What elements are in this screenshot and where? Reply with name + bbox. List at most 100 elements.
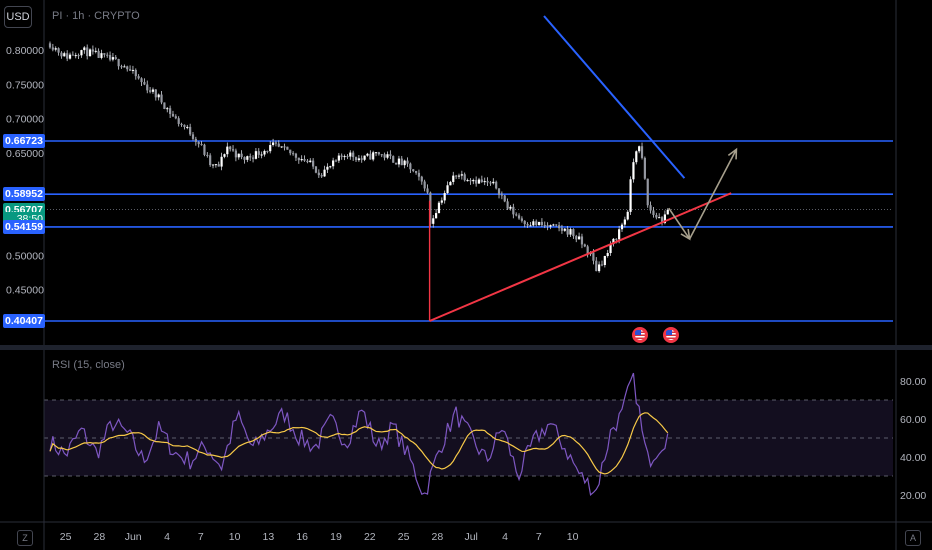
candle [389, 150, 392, 160]
candle [346, 154, 349, 160]
candle [229, 145, 232, 152]
candle [443, 190, 446, 204]
rsi-tick-label: 20.00 [900, 490, 926, 502]
candle [143, 78, 146, 86]
currency-button[interactable]: USD [4, 6, 32, 28]
candle [123, 64, 126, 68]
candle [80, 49, 83, 58]
candle [66, 50, 69, 62]
candle [337, 153, 340, 163]
candle [343, 154, 346, 161]
candle [177, 116, 180, 127]
candle [297, 157, 300, 164]
candle [94, 47, 97, 54]
candle [74, 52, 77, 59]
candle [246, 155, 249, 163]
rsi-tick-label: 60.00 [900, 414, 926, 426]
candle [63, 51, 66, 57]
candle [71, 51, 74, 56]
candle [515, 212, 518, 217]
candle [483, 177, 486, 186]
candle [234, 148, 237, 162]
candle [535, 219, 538, 227]
candle [126, 65, 129, 72]
candle [546, 222, 549, 231]
us-flag-event-icon[interactable] [632, 327, 649, 343]
candle [323, 165, 326, 177]
candle [537, 221, 541, 226]
candle [512, 203, 515, 219]
candle [380, 153, 383, 158]
candle [160, 91, 163, 105]
candle [475, 176, 478, 187]
time-tick-label: Jul [464, 531, 477, 543]
candle [277, 140, 280, 148]
candle [480, 175, 483, 183]
candle [48, 41, 52, 49]
candle [54, 46, 57, 52]
candle [635, 150, 638, 165]
us-flag-event-icon[interactable] [663, 327, 680, 343]
candle [383, 152, 386, 161]
candle [432, 214, 435, 228]
price-tick-label: 0.45000 [6, 285, 44, 297]
candle [489, 180, 492, 186]
candle [68, 52, 72, 60]
candle [552, 223, 555, 227]
candle [526, 222, 529, 228]
candle [420, 175, 423, 185]
candle [254, 148, 258, 160]
candle [274, 140, 278, 147]
auto-scale-button[interactable]: A [905, 530, 921, 546]
candle [666, 208, 669, 215]
candle [360, 155, 363, 163]
candle [60, 51, 63, 59]
candle [194, 136, 197, 146]
time-tick-label: 4 [164, 531, 170, 543]
candle [586, 244, 589, 258]
candle [209, 153, 212, 167]
candle [643, 156, 646, 180]
candle [171, 110, 175, 117]
candle [540, 218, 544, 227]
candle [455, 174, 458, 180]
candle [329, 165, 332, 169]
candle [560, 224, 564, 234]
candle [169, 105, 172, 118]
candle [452, 171, 455, 185]
time-tick-label: 25 [60, 531, 72, 543]
candle [423, 179, 426, 192]
candle [572, 228, 575, 239]
candle [557, 221, 561, 232]
time-tick-label: Jun [125, 531, 142, 543]
candle [638, 145, 641, 154]
rising-support-trendline [429, 192, 732, 322]
candle [426, 184, 429, 194]
candle [197, 141, 200, 148]
rsi-ma-line [49, 412, 669, 475]
projection-arrow [668, 207, 691, 240]
candle [620, 222, 624, 233]
timezone-button[interactable]: Z [17, 530, 33, 546]
candle [57, 47, 60, 56]
candle [446, 181, 449, 195]
candle [134, 68, 137, 80]
candle [114, 55, 117, 60]
candle [660, 216, 664, 226]
candle [294, 152, 298, 162]
candle [549, 224, 552, 230]
rsi-line [49, 372, 669, 497]
candle [131, 65, 135, 74]
candle [137, 74, 140, 80]
candle [520, 216, 523, 223]
candle [334, 159, 338, 163]
candle [529, 221, 532, 227]
candle [429, 191, 432, 228]
candle [314, 165, 318, 174]
candle [563, 228, 566, 232]
candle [460, 170, 463, 180]
candle [332, 157, 335, 170]
rsi-tick-label: 40.00 [900, 452, 926, 464]
candle [403, 159, 406, 169]
